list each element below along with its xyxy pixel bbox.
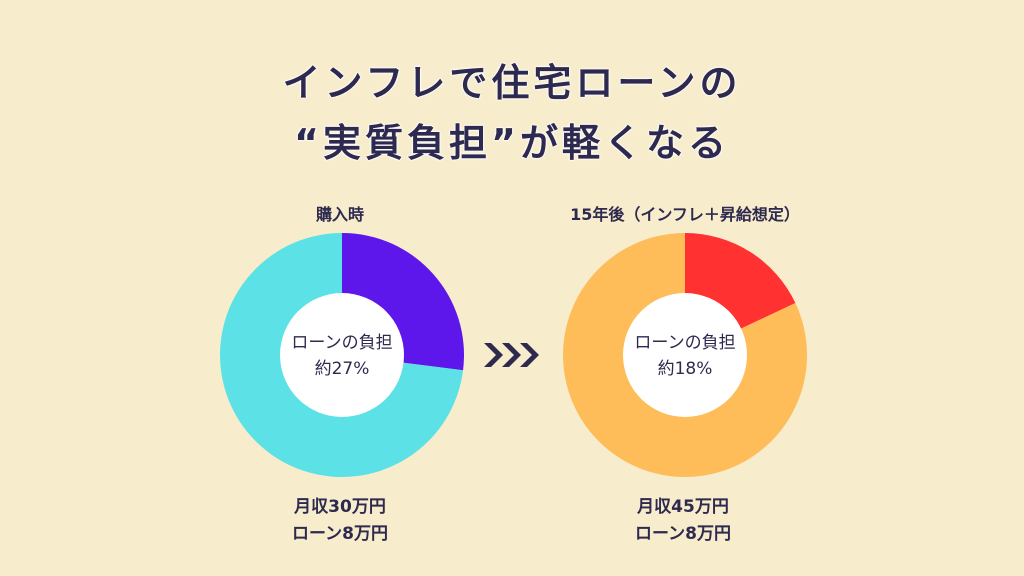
loan-payment: ローン8万円 [635, 524, 731, 544]
chart-title-before: 購入時 [315, 205, 364, 224]
loan-payment: ローン8万円 [292, 524, 388, 544]
donut-hole [280, 293, 404, 417]
page-title-line-2: “実質負担”が軽くなる [294, 121, 730, 166]
page-title-line-1: インフレで住宅ローンの [282, 61, 742, 106]
center-value: 約27% [314, 359, 370, 379]
donut-chart-after [563, 233, 807, 477]
donut-chart-before [220, 233, 464, 477]
chart-title-after: 15年後（インフレ＋昇給想定） [570, 205, 800, 224]
triple-chevron-right-icon [484, 343, 539, 367]
footer-before: 月収30万円 ローン8万円 [240, 494, 440, 548]
center-label-text: ローンの負担 [291, 333, 393, 353]
monthly-income: 月収45万円 [637, 497, 729, 517]
donut-hole [623, 293, 747, 417]
center-label-text: ローンの負担 [634, 333, 736, 353]
center-label-before: ローンの負担 約27% [277, 330, 407, 382]
center-label-after: ローンの負担 約18% [620, 330, 750, 382]
center-value: 約18% [657, 359, 713, 379]
monthly-income: 月収30万円 [294, 497, 386, 517]
footer-after: 月収45万円 ローン8万円 [583, 494, 783, 548]
